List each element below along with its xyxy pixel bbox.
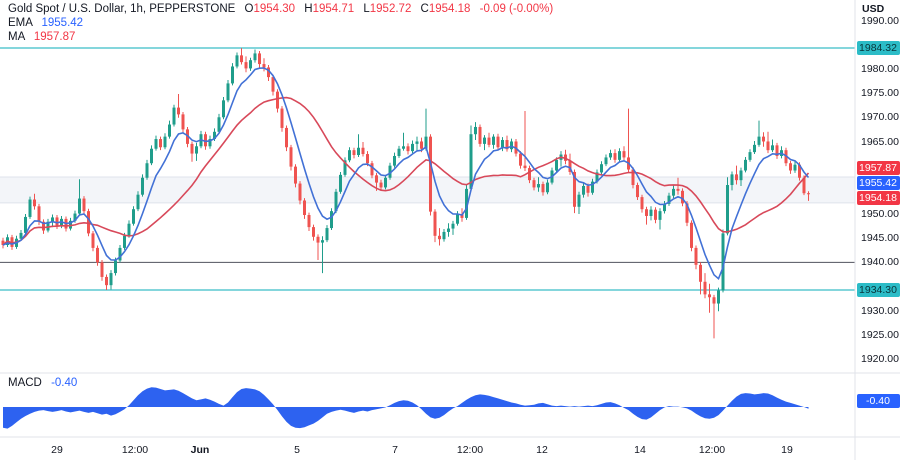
- price-tick-label: 1940.00: [861, 256, 899, 269]
- price-pane[interactable]: [0, 0, 855, 373]
- price-axis-currency: USD: [862, 3, 885, 15]
- symbol-title: Gold Spot / U.S. Dollar, 1h, PEPPERSTONE: [8, 3, 236, 15]
- time-tick-label: 12:00: [698, 444, 726, 456]
- low-label: L: [363, 3, 370, 15]
- price-tick-label: 1930.00: [861, 304, 899, 317]
- price-badge-1934.30: 1934.30: [856, 283, 900, 297]
- symbol-legend-row[interactable]: Gold Spot / U.S. Dollar, 1h, PEPPERSTONE…: [8, 2, 553, 16]
- price-badge-1955.42: 1955.42: [856, 176, 900, 190]
- open-label: O: [244, 3, 254, 15]
- price-tick-label: 1980.00: [861, 62, 899, 75]
- high-value: 1954.71: [312, 3, 355, 15]
- close-value: 1954.18: [428, 3, 471, 15]
- macd-legend-row[interactable]: MACD -0.40: [8, 377, 77, 389]
- ema-label: EMA: [8, 17, 33, 29]
- ema-value: 1955.42: [41, 17, 84, 29]
- ma-legend-row[interactable]: MA 1957.87: [8, 30, 553, 44]
- macd-pane[interactable]: [0, 373, 855, 437]
- chart-legend: Gold Spot / U.S. Dollar, 1h, PEPPERSTONE…: [8, 2, 553, 44]
- change-value: -0.09 (-0.00%): [479, 3, 554, 15]
- price-tick-label: 1920.00: [861, 353, 899, 366]
- macd-value: -0.40: [51, 377, 78, 389]
- ma-line[interactable]: [2, 96, 810, 246]
- time-tick-label: 14: [634, 444, 646, 456]
- time-tick-label: 5: [294, 444, 300, 456]
- macd-histogram: [3, 387, 809, 429]
- price-tick-label: 1970.00: [861, 111, 899, 124]
- price-tick-label: 1990.00: [861, 14, 899, 27]
- price-tick-label: 1945.00: [861, 232, 899, 245]
- ema-line[interactable]: [2, 67, 810, 281]
- price-badge-1984.32: 1984.32: [856, 41, 900, 55]
- price-tick-label: 1965.00: [861, 135, 899, 148]
- high-label: H: [304, 3, 313, 15]
- time-tick-label: Jun: [190, 444, 210, 456]
- low-value: 1952.72: [369, 3, 412, 15]
- price-badge-1954.18: 1954.18: [856, 191, 900, 205]
- time-axis[interactable]: [0, 437, 900, 460]
- price-badge-1957.87: 1957.87: [856, 160, 900, 175]
- time-tick-label: 12:00: [456, 444, 484, 456]
- ma-value: 1957.87: [33, 31, 76, 43]
- macd-label: MACD: [8, 377, 42, 389]
- time-tick-label: 19: [781, 444, 793, 456]
- ema-legend-row[interactable]: EMA 1955.42: [8, 16, 553, 30]
- time-tick-label: 7: [392, 444, 398, 456]
- close-label: C: [420, 3, 429, 15]
- ma-label: MA: [8, 31, 25, 43]
- price-tick-label: 1925.00: [861, 329, 899, 341]
- price-badge--0.40: -0.40: [856, 394, 900, 408]
- price-axis[interactable]: [855, 0, 900, 437]
- time-tick-label: 12:00: [121, 444, 149, 456]
- price-tick-label: 1975.00: [861, 87, 899, 100]
- price-tick-label: 1950.00: [861, 208, 899, 220]
- time-tick-label: 12: [536, 444, 548, 456]
- time-tick-label: 29: [51, 444, 63, 456]
- open-value: 1954.30: [253, 3, 296, 15]
